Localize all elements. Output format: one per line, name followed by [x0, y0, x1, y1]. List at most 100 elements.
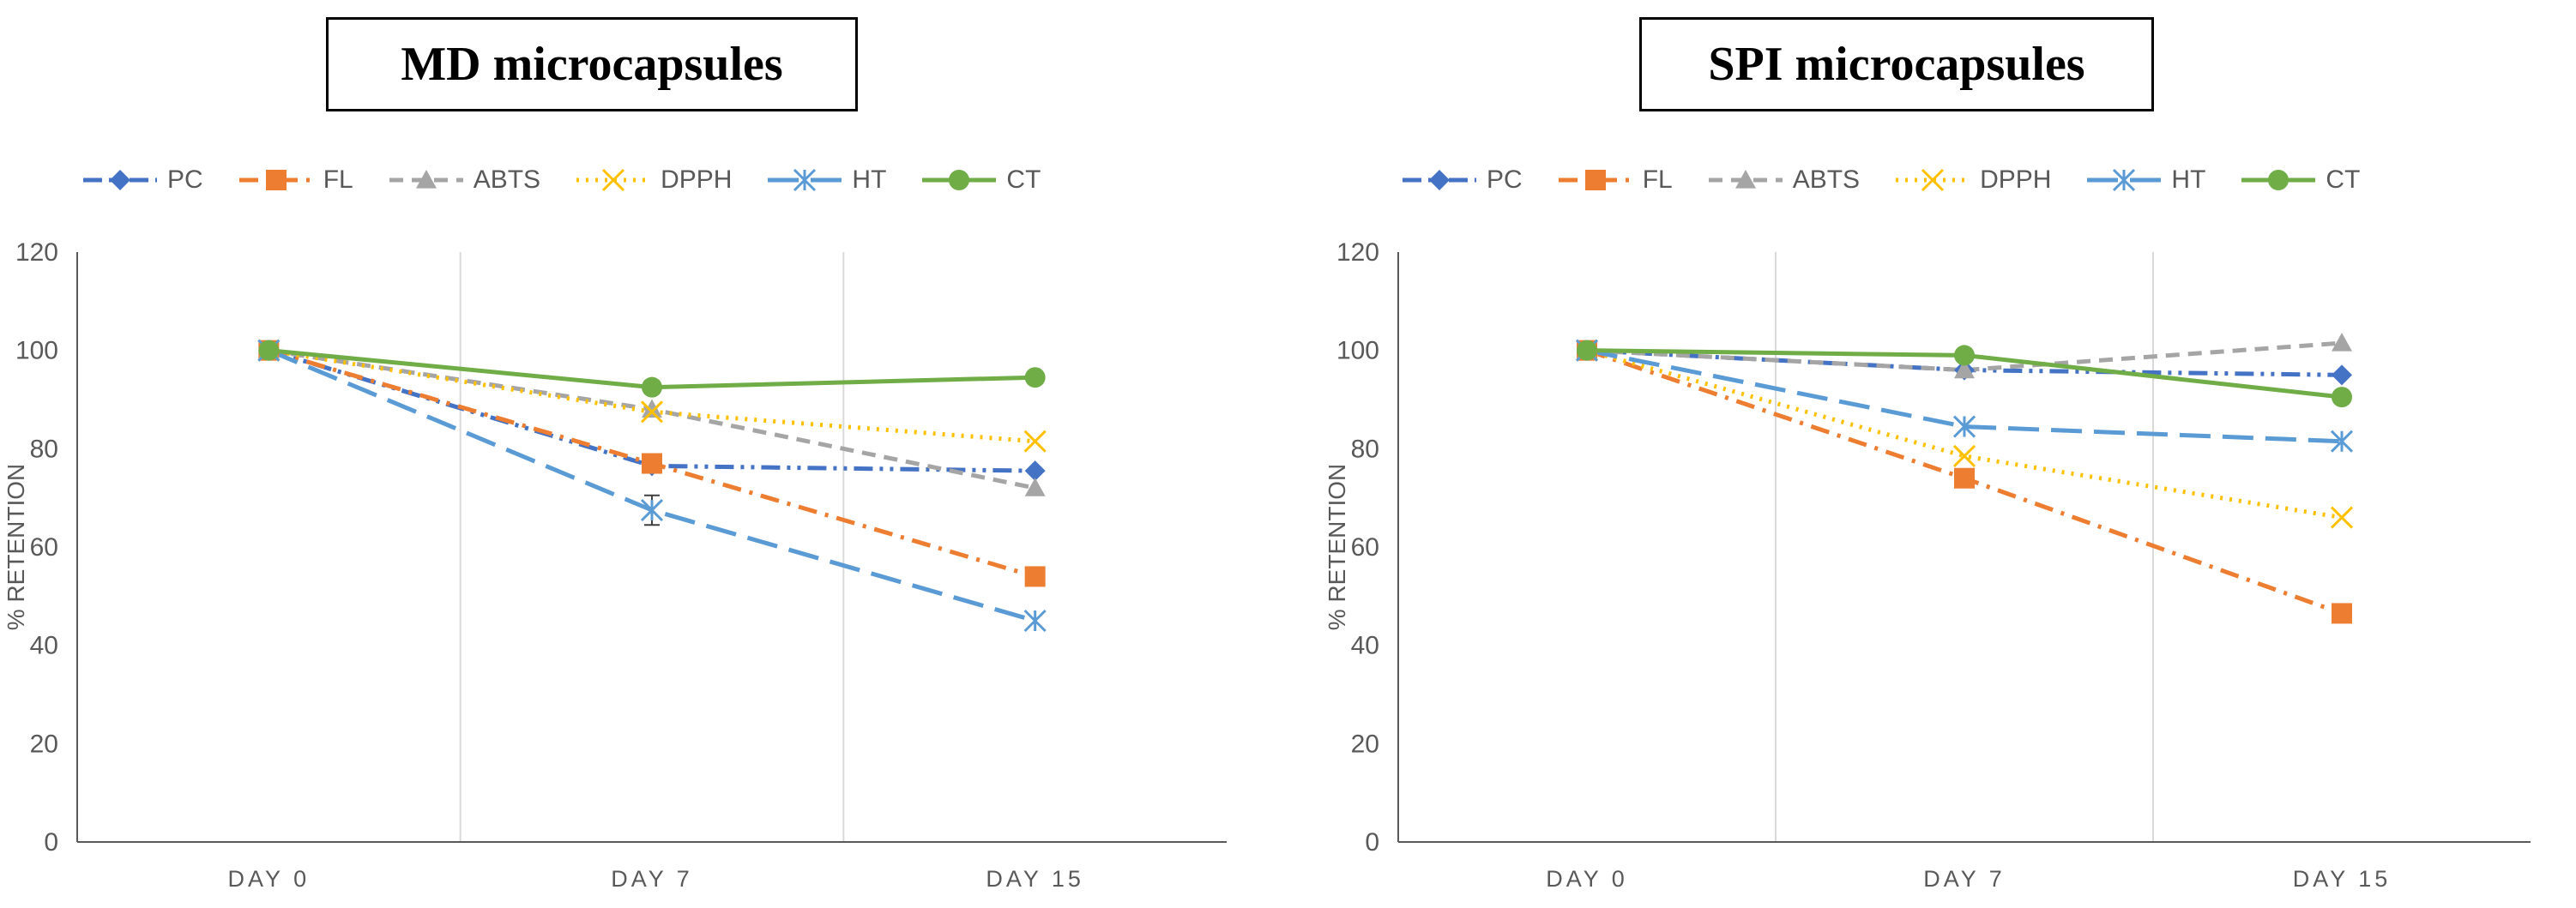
spi-legend-swatch [2241, 170, 2316, 190]
md-x-tick-label: DAY 0 [228, 866, 311, 892]
md-point-fl [1024, 566, 1046, 587]
spi-legend-item-pc: PC [1401, 165, 1523, 195]
md-legend-swatch [922, 170, 997, 190]
md-series-line-pc [268, 348, 1035, 473]
spi-legend-item-ht: HT [2085, 165, 2205, 195]
spi-legend-label: ABTS [1792, 165, 1861, 194]
md-point-ct [258, 340, 280, 361]
md-y-tick-label: 0 [44, 828, 58, 857]
md-legend-swatch [389, 170, 463, 189]
spi-legend-marker [2113, 168, 2136, 192]
md-markers-ct [258, 340, 1046, 398]
spi-legend-swatch [1403, 170, 1476, 190]
spi-point-ht [2330, 430, 2354, 453]
md-chart-panel: MD microcapsules PC FL ABTS DPPH HT CT 0 20 40 6… [3, 17, 1227, 892]
md-x-tick-label: DAY 7 [611, 866, 693, 892]
spi-point-dpph [1952, 444, 1976, 467]
md-x-tick-label: DAY 15 [986, 866, 1084, 892]
md-legend-label: CT [1006, 165, 1041, 194]
spi-point-abts [1954, 359, 1975, 379]
spi-legend-marker [1584, 170, 1606, 190]
spi-chart-title: SPI microcapsules [1639, 17, 2154, 111]
md-y-tick-label: 40 [30, 632, 58, 660]
md-legend: PC FL ABTS DPPH HT CT [81, 159, 1075, 201]
spi-point-dpph [2330, 506, 2354, 529]
spi-y-tick-label: 60 [1351, 533, 1379, 562]
spi-plot-area: 0 20 40 60 80 100 120 DAY 0 DAY 7 DAY 15 % RETENTI… [1324, 238, 2531, 892]
md-y-tick-label: 120 [15, 238, 58, 267]
md-legend-swatch [576, 168, 651, 192]
spi-legend-label: HT [2171, 165, 2206, 194]
md-legend-marker [110, 170, 130, 190]
spi-legend-label: CT [2326, 165, 2361, 194]
spi-point-pc [2332, 364, 2352, 386]
md-legend-item-pc: PC [81, 165, 203, 195]
md-point-abts [642, 399, 662, 418]
md-legend-swatch [83, 170, 157, 190]
spi-legend-swatch [1558, 170, 1632, 190]
md-legend-item-dpph: DPPH [575, 165, 732, 195]
md-series-pc [268, 348, 1035, 473]
md-legend-marker [415, 170, 437, 189]
md-y-tick-label: 20 [30, 730, 58, 758]
spi-chart-panel: SPI microcapsules PC FL ABTS DPPH HT CT 0 20 40… [1288, 0, 2575, 908]
md-point-pc [1024, 460, 1046, 482]
spi-y-axis-title: % RETENTION [1324, 464, 1350, 630]
md-legend-label: HT [852, 165, 887, 194]
md-y-tick-label: 60 [30, 533, 58, 562]
md-y-axis-title: % RETENTION [3, 464, 29, 630]
spi-y-tick-label: 120 [1336, 238, 1379, 267]
spi-point-ct [2332, 387, 2352, 408]
md-legend-swatch [768, 168, 842, 192]
md-legend-item-ht: HT [766, 165, 886, 195]
spi-legend-swatch [1896, 168, 1970, 192]
spi-y-tick-label: 80 [1351, 435, 1379, 463]
spi-series-line-abts [1586, 340, 2343, 373]
md-point-fl [642, 453, 662, 474]
spi-legend-item-dpph: DPPH [1894, 165, 2051, 195]
md-y-tick-label: 100 [15, 337, 58, 365]
spi-y-tick-label: 100 [1336, 337, 1379, 365]
md-legend-label: FL [323, 165, 353, 194]
spi-markers-fl [1577, 340, 2352, 624]
spi-legend: PC FL ABTS DPPH HT CT [1401, 159, 2394, 201]
spi-legend-item-ct: CT [2240, 165, 2360, 195]
md-legend-item-ct: CT [920, 165, 1041, 195]
spi-markers-ct [1577, 340, 2352, 408]
md-legend-marker [602, 168, 625, 192]
spi-legend-item-fl: FL [1557, 165, 1673, 195]
spi-y-tick-label: 0 [1365, 828, 1379, 857]
md-chart-title: MD microcapsules [326, 17, 858, 111]
spi-legend-marker [1429, 170, 1450, 190]
spi-legend-label: PC [1487, 165, 1523, 194]
md-point-dpph [640, 400, 664, 424]
spi-legend-item-abts: ABTS [1707, 165, 1860, 195]
spi-y-tick-label: 20 [1351, 730, 1379, 758]
spi-x-tick-label: DAY 0 [1546, 866, 1628, 892]
spi-point-ct [1954, 345, 1975, 366]
spi-x-tick-label: DAY 7 [1923, 866, 2006, 892]
md-plot-area: 0 20 40 60 80 100 120 DAY 0 DAY 7 DAY 15 % RETENTI… [3, 238, 1227, 892]
spi-legend-swatch [1708, 170, 1783, 189]
md-legend-swatch [238, 170, 313, 190]
spi-legend-swatch [2087, 168, 2162, 192]
spi-legend-marker [1734, 170, 1756, 189]
md-legend-label: ABTS [473, 165, 541, 194]
spi-y-tick-label: 40 [1351, 632, 1379, 660]
md-point-dpph [1023, 430, 1047, 453]
spi-point-fl [1954, 467, 1975, 489]
spi-point-ct [1577, 340, 1597, 361]
md-point-ht [640, 498, 664, 522]
md-legend-marker [265, 170, 287, 190]
md-legend-marker [949, 170, 970, 190]
md-legend-marker [793, 168, 817, 192]
md-legend-label: PC [167, 165, 203, 194]
spi-x-tick-label: DAY 15 [2293, 866, 2392, 892]
md-point-ct [642, 376, 662, 398]
md-legend-item-fl: FL [238, 165, 353, 195]
spi-legend-marker [2268, 170, 2289, 190]
spi-legend-label: DPPH [1980, 165, 2052, 194]
spi-point-ht [1952, 415, 1976, 438]
md-legend-label: DPPH [661, 165, 733, 194]
spi-legend-marker [1921, 168, 1945, 192]
